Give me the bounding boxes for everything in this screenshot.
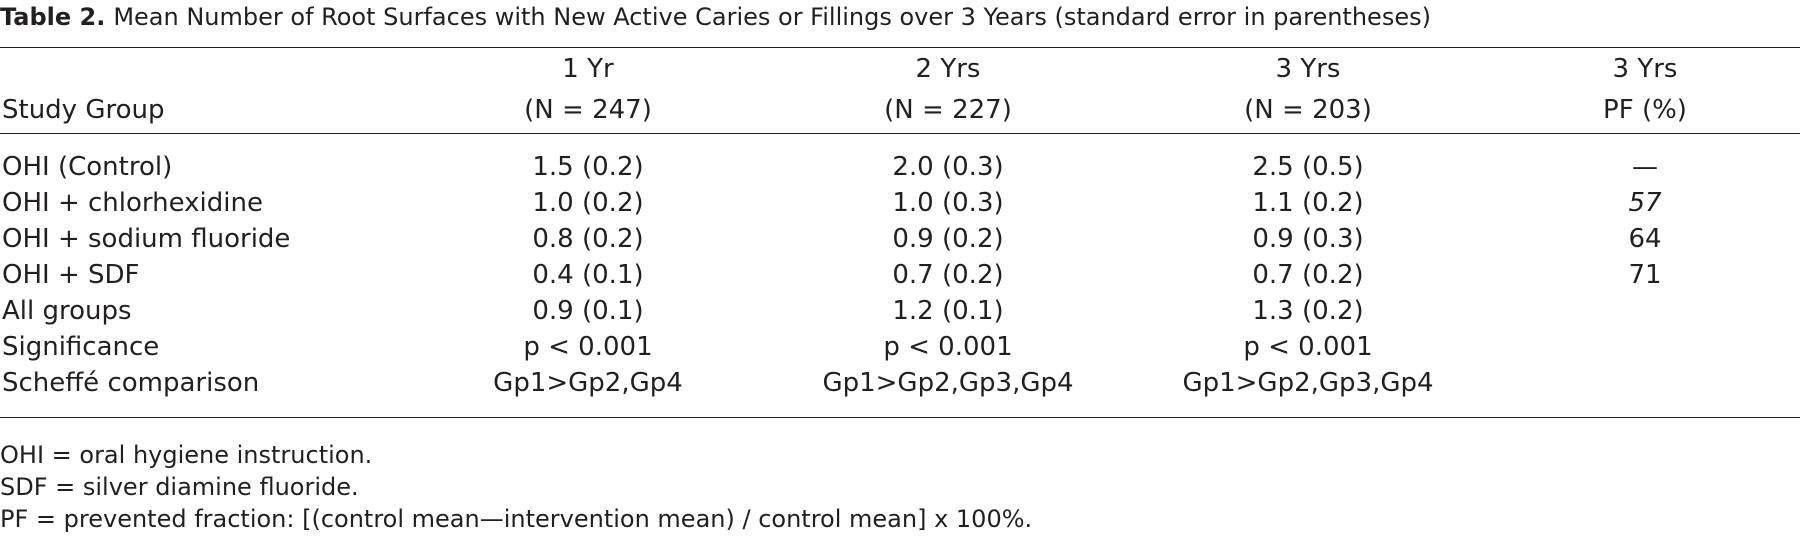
footnote: OHI = oral hygiene instruction.: [0, 441, 373, 469]
top-rule: [0, 47, 1800, 48]
row-value-1yr: 0.8 (0.2): [532, 224, 644, 254]
row-value-3yr: p < 0.001: [1243, 332, 1373, 362]
row-value-1yr: 1.0 (0.2): [532, 188, 644, 218]
row-value-pf: —: [1632, 152, 1658, 182]
header-col2-line2: (N = 227): [884, 95, 1012, 125]
row-group-label: OHI + SDF: [2, 260, 140, 290]
caption-text: Mean Number of Root Surfaces with New Ac…: [113, 3, 1431, 31]
header-col2-line1: 2 Yrs: [915, 54, 981, 84]
row-value-3yr: 1.1 (0.2): [1252, 188, 1364, 218]
row-value-2yr: 1.0 (0.3): [892, 188, 1004, 218]
row-value-3yr: 0.9 (0.3): [1252, 224, 1364, 254]
row-group-label: Scheffé comparison: [2, 368, 260, 398]
footnote: PF = prevented fraction: [(control mean—…: [0, 505, 1033, 533]
row-value-2yr: 1.2 (0.1): [892, 296, 1004, 326]
row-value-3yr: 1.3 (0.2): [1252, 296, 1364, 326]
row-value-pf: 64: [1628, 224, 1662, 254]
footnote: SDF = silver diamine fluoride.: [0, 473, 359, 501]
row-group-label: All groups: [2, 296, 132, 326]
row-value-1yr: p < 0.001: [523, 332, 653, 362]
row-value-2yr: p < 0.001: [883, 332, 1013, 362]
row-value-1yr: 1.5 (0.2): [532, 152, 644, 182]
header-col1-line1: 1 Yr: [562, 54, 614, 84]
row-value-2yr: 0.7 (0.2): [892, 260, 1004, 290]
header-rule: [0, 133, 1800, 134]
header-col4-line1: 3 Yrs: [1612, 54, 1678, 84]
row-value-3yr: 0.7 (0.2): [1252, 260, 1364, 290]
row-value-pf: 57: [1628, 188, 1662, 218]
row-group-label: OHI + chlorhexidine: [2, 188, 263, 218]
row-value-1yr: 0.4 (0.1): [532, 260, 644, 290]
table-caption: Table 2. Mean Number of Root Surfaces wit…: [0, 2, 1431, 32]
bottom-rule: [0, 417, 1800, 418]
row-value-3yr: Gp1>Gp2,Gp3,Gp4: [1182, 368, 1434, 398]
header-col3-line1: 3 Yrs: [1275, 54, 1341, 84]
row-group-label: Significance: [2, 332, 160, 362]
header-col1-line2: (N = 247): [524, 95, 652, 125]
caption-label: Table 2.: [0, 3, 106, 31]
header-study-group: Study Group: [2, 95, 165, 125]
row-value-1yr: 0.9 (0.1): [532, 296, 644, 326]
header-col4-line2: PF (%): [1603, 95, 1687, 125]
row-value-2yr: 0.9 (0.2): [892, 224, 1004, 254]
row-value-pf: 71: [1628, 260, 1662, 290]
row-value-2yr: Gp1>Gp2,Gp3,Gp4: [822, 368, 1074, 398]
row-value-3yr: 2.5 (0.5): [1252, 152, 1364, 182]
header-col3-line2: (N = 203): [1244, 95, 1372, 125]
row-value-1yr: Gp1>Gp2,Gp4: [493, 368, 683, 398]
row-group-label: OHI (Control): [2, 152, 173, 182]
row-group-label: OHI + sodium fluoride: [2, 224, 291, 254]
row-value-2yr: 2.0 (0.3): [892, 152, 1004, 182]
